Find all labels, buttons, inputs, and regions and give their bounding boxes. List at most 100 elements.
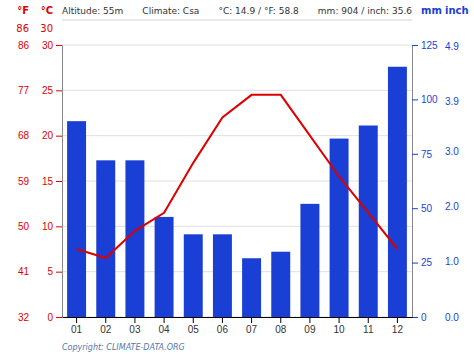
axis-label: inch — [445, 5, 469, 16]
header-text: °C: 14.9 / °F: 58.8 — [218, 6, 299, 16]
y-axis: 0 5 10 15 20 25 30 — [42, 40, 63, 323]
tick: 5 — [47, 266, 62, 277]
header-text: Altitude: 55m — [62, 6, 123, 16]
tick: 05 — [188, 317, 200, 335]
tick: 10 — [42, 221, 62, 232]
bar — [242, 258, 261, 317]
tick-label: 03 — [129, 324, 141, 335]
tick-label: 15 — [42, 176, 54, 187]
tick: 01 — [71, 317, 83, 335]
tick-label: 59 — [18, 176, 30, 187]
tick-label: 2.0 — [445, 201, 459, 212]
tick-label: 07 — [246, 324, 258, 335]
tick-mark — [412, 45, 418, 46]
tick-label: 125 — [421, 40, 438, 51]
tick-mark — [56, 226, 62, 227]
tick-mark — [105, 317, 106, 323]
tick-label: 4.9 — [445, 41, 459, 52]
tick-label: 11 — [363, 324, 374, 335]
tick-label: 04 — [159, 324, 171, 335]
tick: 4.9 — [442, 41, 459, 52]
tick-label: 3.9 — [445, 96, 459, 107]
tick-mark — [251, 317, 252, 323]
tick: 86 — [18, 40, 32, 51]
tick-mark — [134, 317, 135, 323]
tick: 77 — [18, 85, 32, 96]
bar — [184, 234, 203, 317]
tick: 20 — [42, 130, 62, 141]
tick-label: 12 — [392, 324, 404, 335]
tick-label: 86 — [18, 40, 30, 51]
tick: 50 — [412, 203, 433, 214]
tick: 02 — [100, 317, 112, 335]
tick-mark — [56, 45, 62, 46]
tick-mark — [164, 317, 165, 323]
bar — [300, 204, 319, 317]
axis-label: °C — [41, 5, 53, 16]
tick-mark — [368, 317, 369, 323]
tick: 100 — [412, 94, 438, 105]
tick-label: 25 — [421, 257, 433, 268]
tick-mark — [412, 317, 418, 318]
tick: 03 — [129, 317, 141, 335]
tick: 50 — [18, 221, 32, 232]
tick-label: 1.0 — [445, 256, 459, 267]
tick: 1.0 — [442, 256, 459, 267]
tick-label: 75 — [421, 149, 433, 160]
tick: 07 — [246, 317, 258, 335]
bars — [67, 67, 407, 317]
tick-mark — [56, 272, 62, 273]
tick: 09 — [304, 317, 316, 335]
tick: 30 — [42, 40, 62, 51]
tick-label: 77 — [18, 85, 30, 96]
header-text: 86 — [16, 23, 29, 34]
tick: 06 — [217, 317, 229, 335]
tick-mark — [309, 317, 310, 323]
tick-mark — [56, 136, 62, 137]
tick-mark — [412, 99, 418, 100]
tick-label: 08 — [275, 324, 287, 335]
tick-label: 20 — [42, 130, 54, 141]
tick-label: 10 — [334, 324, 346, 335]
tick: 0.0 — [442, 312, 459, 323]
grid — [62, 45, 412, 317]
tick: 75 — [412, 149, 433, 160]
tick-mark — [280, 317, 281, 323]
copyright: Copyright: CLIMATE-DATA.ORG — [62, 343, 185, 352]
grid-line — [62, 45, 412, 46]
tick-label: 30 — [42, 40, 54, 51]
axis-label: °F — [17, 5, 29, 16]
tick: 3.9 — [442, 96, 459, 107]
tick-label: 01 — [71, 324, 83, 335]
tick-mark — [412, 154, 418, 155]
tick-mark — [397, 317, 398, 323]
tick: 25 — [412, 257, 433, 268]
tick-label: 10 — [42, 221, 54, 232]
tick-label: 05 — [188, 324, 200, 335]
tick-label: 0 — [47, 312, 53, 323]
tick: 2.0 — [442, 201, 459, 212]
bar — [213, 234, 232, 317]
y3-axis: 32 41 50 59 68 77 86 — [18, 40, 32, 323]
axis-line — [56, 46, 63, 318]
axis-label: mm — [421, 5, 442, 16]
tick-label: 50 — [421, 203, 433, 214]
header-rule — [62, 20, 412, 21]
tick: 41 — [18, 266, 32, 277]
tick-mark — [56, 181, 62, 182]
tick-label: 0.0 — [445, 312, 459, 323]
tick-mark — [412, 263, 418, 264]
tick-label: 5 — [47, 266, 53, 277]
tick-label: 100 — [421, 94, 438, 105]
tick: 68 — [18, 130, 32, 141]
tick: 11 — [363, 317, 374, 335]
tick: 0 — [412, 312, 427, 323]
y4-axis: 0.01.02.03.03.94.9 — [442, 41, 459, 323]
tick-label: 50 — [18, 221, 30, 232]
bar — [155, 217, 174, 317]
tick: 32 — [18, 312, 32, 323]
tick-label: 25 — [42, 85, 54, 96]
tick: 59 — [18, 176, 32, 187]
header-text: 30 — [40, 23, 53, 34]
axis-line — [63, 317, 413, 318]
